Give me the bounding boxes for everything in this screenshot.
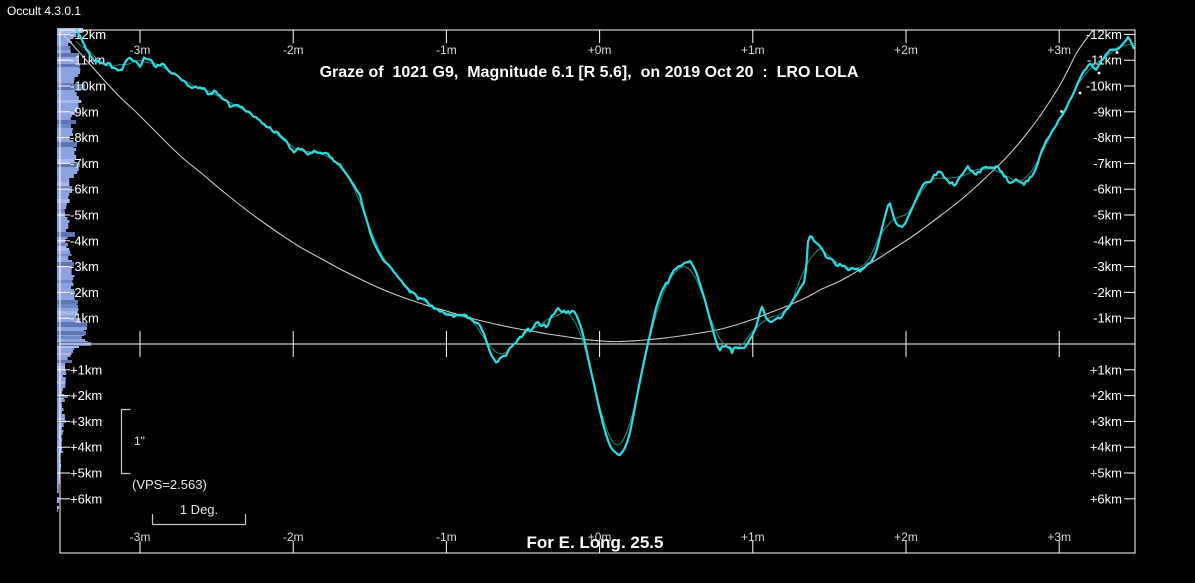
svg-text:+6km: +6km [70, 491, 102, 506]
svg-text:+2km: +2km [70, 388, 102, 403]
svg-text:-7km: -7km [1093, 156, 1122, 171]
svg-text:+1m: +1m [741, 530, 765, 544]
svg-text:-1km: -1km [1093, 311, 1122, 326]
svg-text:Occult 4.3.0.1: Occult 4.3.0.1 [7, 4, 81, 18]
svg-text:-1m: -1m [436, 43, 457, 57]
svg-text:-9km: -9km [1093, 104, 1122, 119]
svg-text:-8km: -8km [1093, 130, 1122, 145]
svg-text:+3km: +3km [1090, 414, 1122, 429]
svg-text:-3m: -3m [130, 43, 151, 57]
svg-text:+0m: +0m [588, 43, 612, 57]
svg-text:-10km: -10km [1086, 79, 1122, 94]
svg-text:+1km: +1km [1090, 362, 1122, 377]
svg-text:-4km: -4km [70, 233, 99, 248]
svg-text:-3m: -3m [130, 530, 151, 544]
svg-text:Graze of 1021 G9, Magnitude: Graze of 1021 G9, Magnitude 6.1 [R 5.6],… [320, 64, 859, 81]
svg-text:+4km: +4km [70, 440, 102, 455]
svg-text:-12km: -12km [70, 27, 106, 42]
svg-text:-12km: -12km [1086, 27, 1122, 42]
svg-text:+0m: +0m [588, 530, 612, 544]
svg-text:1": 1" [134, 434, 145, 448]
svg-text:+5km: +5km [1090, 466, 1122, 481]
svg-text:-7km: -7km [70, 156, 99, 171]
svg-text:-6km: -6km [1093, 182, 1122, 197]
svg-text:-1m: -1m [436, 530, 457, 544]
svg-text:+3m: +3m [1047, 43, 1071, 57]
svg-text:1 Deg.: 1 Deg. [180, 502, 218, 517]
svg-text:+4km: +4km [1090, 440, 1122, 455]
svg-text:-1km: -1km [70, 311, 99, 326]
svg-text:+2m: +2m [894, 43, 918, 57]
svg-text:-4km: -4km [1093, 233, 1122, 248]
svg-text:-2km: -2km [1093, 285, 1122, 300]
svg-text:-11km: -11km [70, 53, 105, 68]
svg-text:-2m: -2m [283, 530, 304, 544]
svg-text:For E. Long. 25.5: For E. Long. 25.5 [527, 533, 664, 552]
svg-text:+5km: +5km [70, 466, 102, 481]
svg-text:-5km: -5km [1093, 208, 1122, 223]
svg-text:+3km: +3km [70, 414, 102, 429]
svg-text:+6km: +6km [1090, 491, 1122, 506]
svg-text:-5km: -5km [70, 208, 99, 223]
svg-text:-3km: -3km [1093, 259, 1122, 274]
svg-text:-6km: -6km [70, 182, 99, 197]
svg-text:-2km: -2km [70, 285, 99, 300]
svg-text:+2m: +2m [894, 530, 918, 544]
svg-text:-8km: -8km [70, 130, 99, 145]
svg-text:+2km: +2km [1090, 388, 1122, 403]
svg-text:(VPS=2.563): (VPS=2.563) [132, 477, 207, 492]
svg-text:-2m: -2m [283, 43, 304, 57]
svg-text:-3km: -3km [70, 259, 99, 274]
svg-text:+1m: +1m [741, 43, 765, 57]
svg-text:-10km: -10km [70, 79, 106, 94]
svg-text:-9km: -9km [70, 104, 99, 119]
svg-text:+1km: +1km [70, 362, 102, 377]
svg-text:+3m: +3m [1047, 530, 1071, 544]
